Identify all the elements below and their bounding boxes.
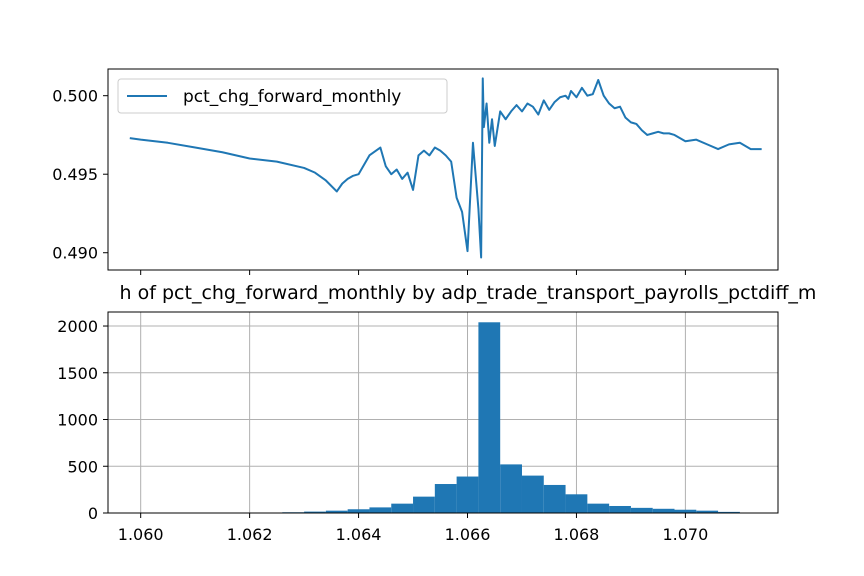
histogram-bar [674,509,697,513]
histogram-bar [718,511,740,513]
line-chart-ticks: 0.490 0.495 0.500 [52,87,686,275]
histogram-bar [500,464,522,513]
legend-box [117,78,448,114]
y-tick-label: 0.490 [52,244,98,263]
line-chart-axes: 0.490 0.495 0.500 pct_chg_forward_monthly [52,68,779,275]
histogram-bar [456,476,479,513]
y-tick-label: 2000 [57,317,98,336]
y-tick-label: 0.500 [52,87,98,106]
histogram-bar [696,510,719,513]
histogram-bar [434,484,457,513]
y-tick-label: 1500 [57,364,98,383]
histogram-bar [543,484,566,513]
legend-label: pct_chg_forward_monthly [183,87,401,107]
series-line-pct-chg-forward-monthly [129,77,762,259]
y-tick-label: 0 [88,504,98,523]
x-tick-label: 1.060 [118,525,164,544]
histogram-bar [347,509,370,513]
histogram-bar [325,510,348,513]
histogram-bar [478,322,501,513]
histogram-axes: 1.060 1.062 1.064 1.066 1.068 1.070 0 500 1000 15… [57,282,816,544]
histogram-bar [565,494,588,513]
histogram-frame [107,311,779,514]
legend: pct_chg_forward_monthly [117,78,448,114]
histogram-bar [521,475,544,513]
histogram-bar [609,505,631,513]
x-tick-label: 1.062 [227,525,273,544]
histogram-title: h of pct_chg_forward_monthly by adp_trad… [120,282,817,304]
histogram-bar [369,507,392,513]
line-chart-frame [107,68,779,271]
histogram-bar [391,503,414,513]
line-plot-area [129,77,762,259]
histogram-bar [413,496,435,513]
histogram-ticks: 1.060 1.062 1.064 1.066 1.068 1.070 0 500 1000 15… [57,317,708,544]
histogram-bar [587,503,610,513]
x-tick-label: 1.068 [554,525,600,544]
histogram-bar [304,511,326,513]
y-tick-label: 500 [67,457,98,476]
y-tick-label: 1000 [57,411,98,430]
x-tick-label: 1.070 [662,525,708,544]
histogram-bar [630,507,653,513]
y-tick-label: 0.495 [52,165,98,184]
histogram-bars [129,322,740,513]
x-tick-label: 1.066 [445,525,491,544]
x-tick-label: 1.064 [336,525,382,544]
histogram-bar [652,508,675,513]
